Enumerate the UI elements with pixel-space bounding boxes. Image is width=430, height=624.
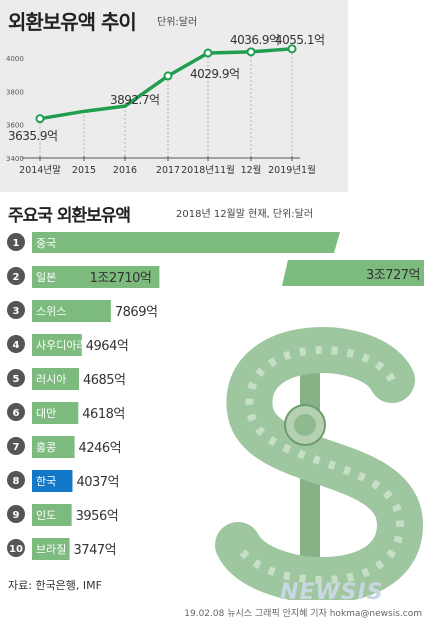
rank-badge <box>7 505 25 523</box>
data-point <box>287 44 297 54</box>
bar <box>32 232 340 253</box>
bar-value-label: 7869억 <box>115 305 158 320</box>
data-point <box>163 71 173 81</box>
bar-overflow <box>282 260 424 286</box>
bar <box>32 266 160 288</box>
bar-category-label: 스위스 <box>36 305 66 318</box>
bar-category-label: 인도 <box>36 509 56 522</box>
rank-badge <box>7 233 25 251</box>
rank-number: 6 <box>13 408 20 419</box>
y-tick-label: 3800 <box>6 88 24 96</box>
bar <box>32 334 82 356</box>
y-tick-label: 3400 <box>6 155 24 163</box>
bar-value-label: 4618억 <box>82 407 125 422</box>
rank-badge <box>7 369 25 387</box>
x-tick-label: 2019년1월 <box>268 164 316 176</box>
bar-value-label: 4037억 <box>76 475 119 490</box>
bar-value-label: 4685억 <box>83 373 126 388</box>
data-label: 4036.9억 <box>230 33 280 47</box>
bar-value-label: 1조2710억 <box>90 271 152 286</box>
bar <box>32 470 73 492</box>
rank-number: 1 <box>13 238 20 249</box>
rank-badge <box>7 301 25 319</box>
bar-category-label: 일본 <box>36 270 56 284</box>
bar-value-label: 4246억 <box>79 441 122 456</box>
bar-category-label: 한국 <box>36 475 56 488</box>
bar-chart-title: 주요국 외환보유액 <box>8 206 131 226</box>
bar <box>32 368 79 390</box>
data-label: 3635.9억 <box>8 129 58 143</box>
x-tick-label: 12월 <box>241 164 262 176</box>
bar-value-label: 3조727억 <box>366 268 420 283</box>
data-point <box>203 48 213 58</box>
dollar-illustration <box>215 327 424 600</box>
line-chart-unit: 단위:달러 <box>157 17 198 28</box>
x-tick-label: 2014년말 <box>19 164 61 176</box>
rank-badge <box>7 539 25 557</box>
bar-value-label: 3956억 <box>76 509 119 524</box>
bar-value-label: 4964억 <box>86 339 129 354</box>
rank-number: 4 <box>13 340 20 351</box>
x-tick-label: 2015 <box>72 165 96 176</box>
rank-number: 9 <box>13 510 20 521</box>
y-tick-label: 3600 <box>6 122 24 130</box>
rank-badge <box>7 471 25 489</box>
data-point <box>35 114 45 124</box>
data-point <box>246 47 256 57</box>
rank-number: 7 <box>13 442 20 453</box>
rank-badge <box>7 403 25 421</box>
bar-category-label: 러시아 <box>36 373 66 386</box>
line-chart-title: 외환보유액 추이 <box>8 10 137 34</box>
rank-number: 2 <box>13 272 20 283</box>
bar-category-label: 사우디아라비아 <box>36 339 107 352</box>
rank-badge <box>7 335 25 353</box>
bar-category-label: 대만 <box>36 407 56 420</box>
rank-number: 10 <box>9 544 23 555</box>
rank-badge <box>7 437 25 455</box>
source-note: 자료: 한국은행, IMF <box>8 579 102 592</box>
dollar-texture <box>234 346 405 585</box>
bar <box>32 402 79 424</box>
bar-chart: 1 중국 3조727억 2 일본 1조2710억 3 스위스 7869억 4 사우디아라비아4964… <box>7 232 424 600</box>
newsis-logo: NEWSIS <box>280 580 384 605</box>
bar-category-label: 브라질 <box>36 543 66 556</box>
bar-category-label: 중국 <box>36 237 56 250</box>
x-tick-label: 2018년11월 <box>181 164 235 176</box>
rank-number: 3 <box>13 306 20 317</box>
credit-line: 19.02.08 뉴시스 그래픽 안지혜 기자 hokma@newsis.com <box>184 609 422 619</box>
x-tick-label: 2016 <box>113 165 137 176</box>
line-chart-panel <box>0 0 348 192</box>
x-tick-label: 2017 <box>156 165 180 176</box>
rank-number: 8 <box>13 476 20 487</box>
bar <box>32 436 75 458</box>
bar <box>32 300 111 322</box>
bar-chart-note: 2018년 12월말 현재, 단위:달러 <box>176 209 314 220</box>
bar <box>32 504 72 526</box>
portrait-face <box>294 414 316 436</box>
bar <box>32 538 70 560</box>
data-label: 4055.1억 <box>275 33 325 47</box>
bar-value-label: 3747억 <box>74 543 117 558</box>
bar-category-label: 홍콩 <box>36 440 56 454</box>
data-label: 4029.9억 <box>190 67 240 81</box>
rank-number: 5 <box>13 374 20 385</box>
data-label: 3892.7억 <box>110 93 160 107</box>
rank-badge <box>7 267 25 285</box>
y-tick-label: 4000 <box>6 55 24 63</box>
